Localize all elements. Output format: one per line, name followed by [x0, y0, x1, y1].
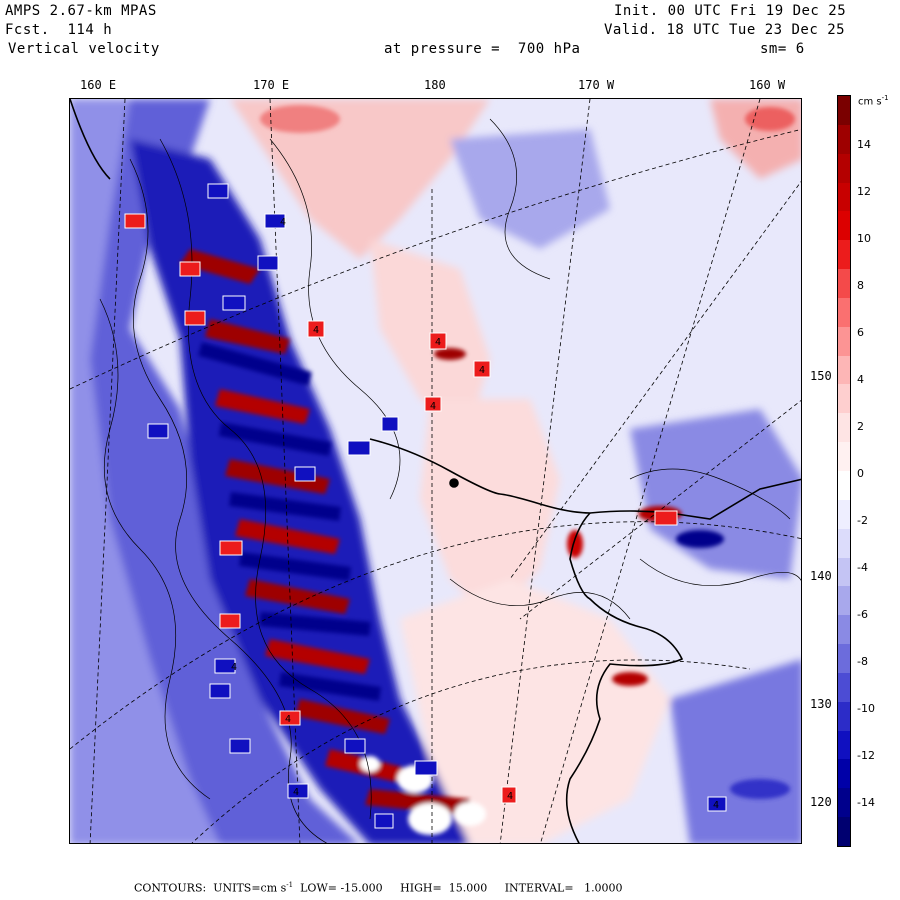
svg-text:4: 4: [479, 365, 485, 376]
colorbar-tick: -8: [857, 655, 868, 668]
coastline: [70, 99, 801, 843]
colorbar-segment: [838, 153, 850, 184]
colorbar-segment: [838, 297, 850, 328]
colorbar-segment: [838, 442, 850, 472]
lon-label-160w: 160 W: [749, 78, 786, 92]
graticule: [70, 99, 801, 843]
colorbar-segment: [838, 701, 850, 732]
colorbar-tick: 10: [857, 232, 871, 245]
svg-text:4: 4: [713, 800, 719, 811]
contour-info: CONTOURS: UNITS=cm s-1 LOW= -15.000 HIGH…: [134, 881, 623, 895]
model-title: AMPS 2.67-km MPAS: [5, 3, 157, 19]
colorbar-tick: 6: [857, 326, 864, 339]
lon-label-170w: 170 W: [578, 78, 615, 92]
colorbar-segment: [838, 124, 850, 155]
svg-text:4: 4: [231, 662, 237, 673]
colorbar-tick: -14: [857, 796, 875, 809]
svg-text:4: 4: [293, 787, 299, 798]
colorbar-segment: [838, 672, 850, 703]
colorbar-segment: [838, 586, 850, 616]
field-broad-regions: [70, 99, 801, 843]
colorbar-tick: -6: [857, 608, 868, 621]
colorbar-tick: 12: [857, 185, 871, 198]
svg-text:4: 4: [430, 401, 436, 412]
svg-text:4: 4: [313, 325, 319, 336]
pressure-level: at pressure = 700 hPa: [384, 41, 581, 57]
colorbar-segment: [838, 240, 850, 270]
colorbar-segment: [838, 384, 850, 414]
colorbar-segment: [838, 96, 850, 126]
colorbar-segment: [838, 817, 850, 847]
colorbar-segment: [838, 730, 850, 760]
colorbar-segment: [838, 528, 850, 559]
colorbar-tick: 8: [857, 279, 864, 292]
colorbar: [837, 95, 851, 847]
field-name: Vertical velocity: [8, 41, 160, 57]
colorbar-tick: 0: [857, 467, 864, 480]
colorbar-segment: [838, 759, 850, 789]
colorbar-tick: 14: [857, 138, 871, 151]
colorbar-segment: [838, 499, 850, 530]
lon-label-170e: 170 E: [253, 78, 290, 92]
colorbar-tick: -12: [857, 749, 875, 762]
colorbar-segment: [838, 615, 850, 645]
colorbar-segment: [838, 471, 850, 501]
colorbar-tick: 2: [857, 420, 864, 433]
colorbar-segment: [838, 557, 850, 587]
colorbar-segment: [838, 413, 850, 443]
svg-text:4: 4: [285, 714, 291, 725]
colorbar-segment: [838, 326, 850, 357]
forecast-hour: Fcst. 114 h: [5, 22, 113, 38]
colorbar-segment: [838, 644, 850, 674]
svg-text:4: 4: [280, 217, 286, 228]
colorbar-tick: 4: [857, 373, 864, 386]
field-fine-structure: [180, 105, 795, 835]
lon-label-180: 180: [424, 78, 446, 92]
colorbar-segment: [838, 355, 850, 385]
svg-text:4: 4: [507, 791, 513, 802]
colorbar-segment: [838, 788, 850, 818]
colorbar-segment: [838, 182, 850, 212]
contour-lines: [99, 118, 801, 843]
colorbar-tick: -4: [857, 561, 868, 574]
vertical-velocity-map: 4 4 4 4 4 4 4 4 4 4: [69, 98, 802, 844]
colorbar-tick: -2: [857, 514, 868, 527]
colorbar-units: cm s-1: [858, 94, 889, 108]
valid-time: Valid. 18 UTC Tue 23 Dec 25: [604, 22, 846, 38]
smoothing: sm= 6: [760, 41, 805, 57]
svg-text:4: 4: [435, 337, 441, 348]
lon-label-160e: 160 E: [80, 78, 117, 92]
init-time: Init. 00 UTC Fri 19 Dec 25: [614, 3, 847, 19]
colorbar-segment: [838, 211, 850, 241]
colorbar-tick: -10: [857, 702, 875, 715]
station-markers: [124, 183, 727, 829]
station-labels: 4 4 4 4 4 4 4 4 4 4: [231, 217, 719, 811]
colorbar-segment: [838, 269, 850, 299]
